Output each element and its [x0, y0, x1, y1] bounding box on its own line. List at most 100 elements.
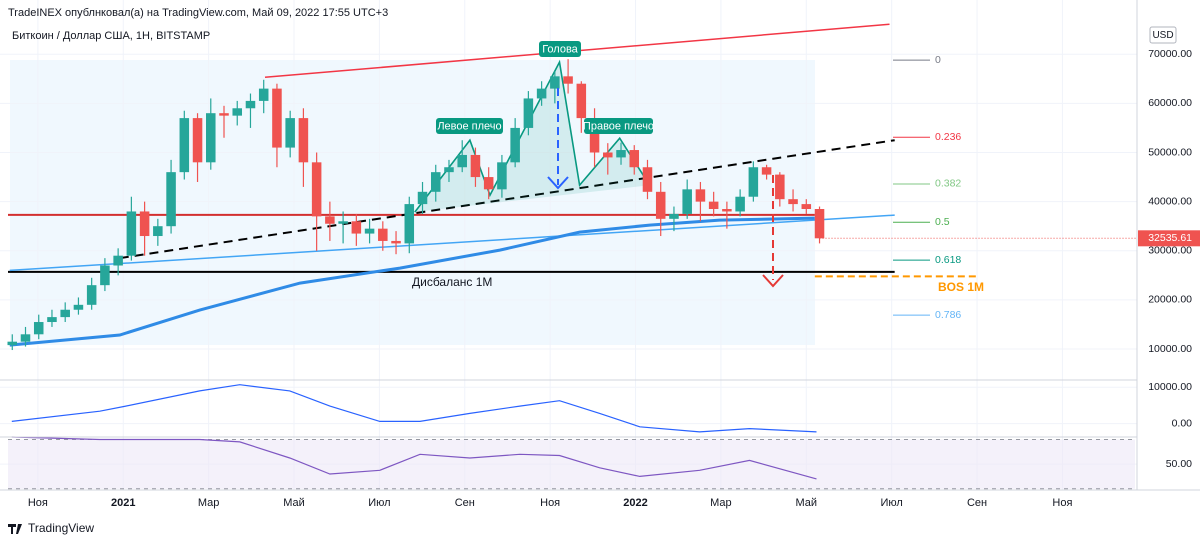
y-tick-label: 10000.00	[1148, 343, 1192, 355]
candle-body	[126, 211, 137, 256]
currency-box[interactable]	[1149, 26, 1177, 44]
arrow-head	[762, 274, 784, 288]
candle-body	[272, 88, 282, 148]
candle-body	[338, 221, 348, 224]
x-tick-label: Ноя	[540, 497, 560, 509]
candle-body	[801, 204, 812, 210]
x-tick-label: Май	[796, 497, 818, 509]
candle-body	[470, 154, 481, 178]
candle-body	[86, 285, 97, 305]
candle-body	[113, 255, 123, 266]
x-tick-label: Ноя	[1052, 497, 1072, 509]
candle-body	[722, 209, 732, 212]
candle-body	[563, 76, 573, 84]
candle-body	[536, 88, 547, 99]
candle-body	[206, 113, 216, 163]
candle-body	[655, 191, 666, 219]
moving-average	[9, 216, 815, 347]
trendline	[119, 139, 895, 260]
candle-body	[814, 209, 825, 239]
fib-label: 0.786	[935, 309, 961, 321]
candle-body	[603, 152, 613, 158]
candle-body	[576, 83, 587, 119]
candle-body	[523, 98, 534, 128]
candle-body	[139, 211, 150, 237]
candle-body	[245, 100, 256, 109]
candle-body	[735, 196, 745, 212]
candle-body	[219, 113, 229, 116]
imbalance-label: Дисбаланс 1М	[412, 275, 492, 289]
publisher: TradeINEX опублнковал(а) на TradingView.…	[8, 7, 388, 19]
fib-label: 0.5	[935, 216, 950, 228]
candle-body	[258, 88, 269, 101]
fib-label: 0.236	[935, 131, 961, 143]
candle-body	[550, 76, 560, 89]
candle-body	[166, 172, 176, 227]
candle-body	[153, 226, 163, 237]
y-tick-label: 30000.00	[1148, 245, 1192, 257]
left-shoulder-label: Левое плечо	[437, 120, 501, 132]
last-price: 32535.61	[1148, 232, 1192, 244]
bos-label: BOS 1M	[938, 280, 984, 294]
fib-label: 0.382	[935, 178, 961, 190]
x-tick-label: Сен	[967, 497, 987, 509]
candle-body	[589, 118, 600, 153]
y-tick-label: 70000.00	[1148, 48, 1192, 60]
head-label: Голова	[542, 43, 578, 55]
candle-body	[33, 322, 44, 335]
rsi-band	[8, 439, 1135, 489]
x-tick-label: 2022	[623, 497, 647, 509]
candle-body	[73, 304, 84, 310]
x-tick-label: Июл	[880, 497, 902, 509]
candle-body	[775, 174, 785, 200]
candle-body	[510, 127, 520, 163]
candle-body	[629, 150, 640, 168]
candle-body	[748, 167, 759, 197]
fib-label: 0	[935, 54, 941, 66]
candle-body	[708, 201, 719, 210]
candle-body	[179, 118, 190, 173]
rsi-line	[11, 436, 817, 480]
candle-body	[483, 177, 494, 190]
symbol: Биткоин / Доллар США, 1H, BITSTAMP	[12, 30, 210, 42]
candle-body	[616, 150, 626, 158]
candle-body	[20, 334, 31, 342]
candle-body	[430, 172, 441, 192]
candle-body	[695, 189, 706, 202]
last-price-box	[1138, 230, 1200, 247]
y-tick-label: 60000.00	[1148, 97, 1192, 109]
candle-body	[444, 167, 454, 173]
x-tick-label: Сен	[455, 497, 475, 509]
logo	[8, 524, 22, 534]
y-tick-label: 40000.00	[1148, 195, 1192, 207]
label-box	[436, 118, 503, 134]
candle-body	[47, 317, 57, 323]
candle-body	[404, 204, 415, 244]
y-tick-label: 50000.00	[1148, 146, 1192, 158]
label-box	[584, 118, 653, 134]
candle-body	[311, 162, 322, 217]
band-fill	[10, 60, 815, 345]
candle-body	[325, 216, 335, 224]
candle-body	[669, 213, 679, 219]
candle-body	[497, 162, 507, 190]
currency[interactable]: USD	[1152, 30, 1173, 41]
trendline	[9, 214, 895, 272]
macd-line	[11, 384, 817, 433]
candle-body	[7, 341, 18, 346]
candle-body	[232, 108, 243, 116]
candle-body	[378, 228, 388, 241]
candle-body	[642, 167, 653, 192]
candle-body	[364, 228, 375, 234]
x-tick-label: Июл	[368, 497, 390, 509]
candle-body	[351, 221, 362, 234]
rsi-tick-label: 50.00	[1166, 458, 1192, 470]
candle-body	[682, 189, 692, 214]
grid	[0, 0, 1137, 490]
candle-body	[285, 118, 295, 148]
macd-tick-label: 10000.00	[1148, 381, 1192, 393]
x-tick-label: 2021	[111, 497, 135, 509]
candle-body	[391, 240, 401, 244]
candle-body	[788, 199, 798, 205]
y-tick-label: 20000.00	[1148, 294, 1192, 306]
